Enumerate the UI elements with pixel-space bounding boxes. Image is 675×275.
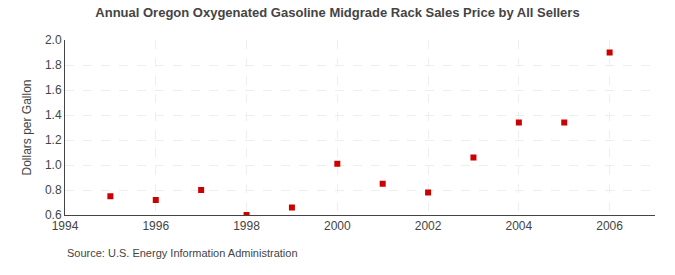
svg-text:0.6: 0.6 — [45, 208, 62, 222]
svg-text:Annual Oregon Oxygenated Gasol: Annual Oregon Oxygenated Gasoline Midgra… — [95, 5, 579, 20]
svg-text:2006: 2006 — [596, 219, 623, 233]
svg-text:1.2: 1.2 — [45, 133, 62, 147]
svg-text:1.4: 1.4 — [45, 108, 62, 122]
svg-text:1.0: 1.0 — [45, 158, 62, 172]
svg-text:1996: 1996 — [142, 219, 169, 233]
svg-text:2004: 2004 — [505, 219, 532, 233]
svg-text:Source: U.S. Energy Informatio: Source: U.S. Energy Information Administ… — [67, 247, 298, 259]
svg-text:2002: 2002 — [415, 219, 442, 233]
svg-text:1998: 1998 — [233, 219, 260, 233]
svg-text:Dollars per Gallon: Dollars per Gallon — [20, 79, 34, 175]
svg-text:1994: 1994 — [52, 219, 79, 233]
svg-text:0.8: 0.8 — [45, 183, 62, 197]
svg-text:2000: 2000 — [324, 219, 351, 233]
svg-text:1.6: 1.6 — [45, 83, 62, 97]
svg-text:2.0: 2.0 — [45, 33, 62, 47]
svg-text:1.8: 1.8 — [45, 58, 62, 72]
